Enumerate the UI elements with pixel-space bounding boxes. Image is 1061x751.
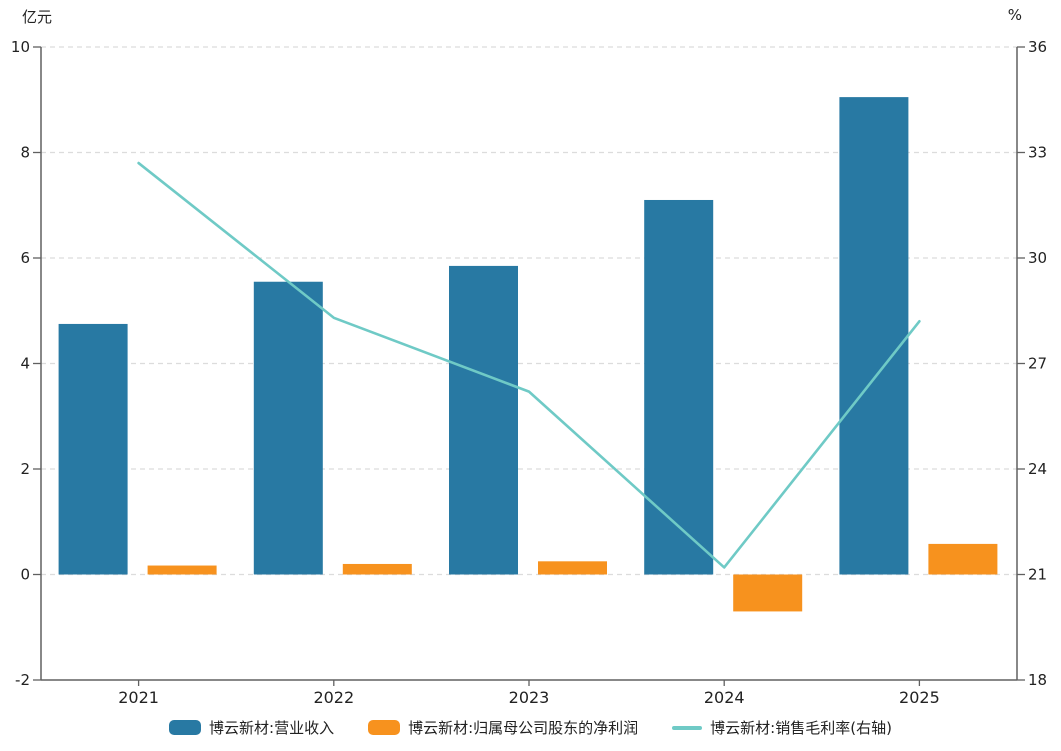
bar-net-profit-2022 (342, 563, 412, 575)
left-axis-tick-label: 10 (11, 38, 30, 56)
legend: 博云新材:营业收入 博云新材:归属母公司股东的净利润 博云新材:销售毛利率(右轴) (0, 717, 1061, 738)
bar-revenue-2021 (58, 323, 128, 575)
left-axis-tick-label: -2 (15, 671, 30, 689)
bar-revenue-2025 (839, 97, 909, 575)
legend-item-revenue[interactable]: 博云新材:营业收入 (169, 717, 334, 738)
right-axis-tick-label: 21 (1028, 566, 1047, 584)
left-axis-tick-label: 8 (20, 144, 30, 162)
right-axis-tick-label: 30 (1028, 249, 1047, 267)
left-axis-tick-label: 6 (20, 249, 30, 267)
bar-net-profit-2021 (147, 565, 217, 575)
legend-item-net-profit[interactable]: 博云新材:归属母公司股东的净利润 (368, 717, 638, 738)
left-axis-tick-label: 2 (20, 460, 30, 478)
left-axis-tick-label: 0 (20, 566, 30, 584)
legend-line-swatch-icon-gross-margin (672, 725, 703, 730)
legend-label-gross-margin: 博云新材:销售毛利率(右轴) (710, 719, 892, 737)
legend-label-revenue: 博云新材:营业收入 (209, 719, 335, 737)
bar-revenue-2023 (449, 265, 518, 575)
bar-revenue-2022 (253, 281, 323, 575)
x-axis-label-2025: 2025 (899, 688, 940, 707)
x-axis-label-2024: 2024 (704, 688, 745, 707)
bar-revenue-2024 (644, 199, 714, 575)
x-axis-label-2021: 2021 (118, 688, 159, 707)
right-axis-tick-label: 33 (1028, 144, 1047, 162)
left-axis-tick-label: 4 (20, 355, 30, 373)
left-axis-title: 亿元 (22, 8, 53, 26)
right-axis-tick-label: 18 (1028, 671, 1047, 689)
right-axis-title: % (1007, 6, 1022, 24)
x-axis-label-2023: 2023 (509, 688, 550, 707)
legend-label-net-profit: 博云新材:归属母公司股东的净利润 (408, 719, 639, 737)
bar-net-profit-2023 (538, 561, 607, 575)
bar-net-profit-2024 (733, 574, 803, 612)
legend-bar-swatch-icon-revenue (169, 720, 202, 735)
right-axis-tick-label: 24 (1028, 460, 1047, 478)
x-axis-label-2022: 2022 (313, 688, 354, 707)
line-gross-margin (137, 161, 921, 569)
right-axis-tick-label: 27 (1028, 355, 1047, 373)
bar-net-profit-2025 (928, 543, 998, 575)
legend-item-gross-margin[interactable]: 博云新材:销售毛利率(右轴) (672, 717, 892, 738)
right-axis-tick-label: 36 (1028, 38, 1047, 56)
legend-bar-swatch-icon-net-profit (368, 720, 401, 735)
